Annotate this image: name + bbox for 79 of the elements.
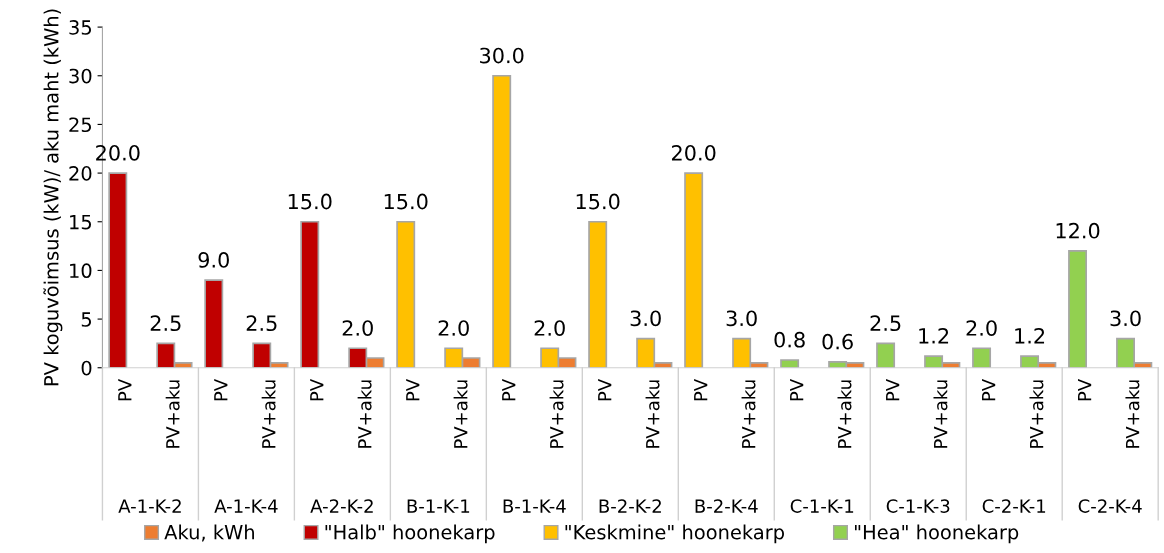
text: B-2-K-4 bbox=[695, 499, 758, 513]
legend-label: "Halb" hoonekarp bbox=[325, 524, 495, 544]
x-tick-label: PV+aku bbox=[645, 380, 660, 448]
x-tick-label: PV+aku bbox=[1029, 380, 1044, 448]
x-tick-label: PV bbox=[118, 379, 132, 401]
x-tick-label: PV bbox=[406, 379, 420, 401]
bar bbox=[972, 347, 992, 368]
text: C-2-K-1 bbox=[982, 499, 1046, 513]
x-tick-label: PV bbox=[694, 379, 708, 401]
data-label: 3.0 bbox=[726, 310, 757, 327]
bar bbox=[396, 220, 416, 368]
data-label: 2.5 bbox=[870, 315, 901, 332]
data-label: 3.0 bbox=[1110, 310, 1141, 327]
x-tick-label: PV+aku bbox=[453, 380, 468, 448]
x-tick-label: PV bbox=[982, 379, 996, 401]
y-tick-label: 10 bbox=[70, 263, 92, 279]
bar bbox=[876, 342, 896, 368]
legend-label: "Hea" hoonekarp bbox=[854, 524, 1019, 544]
y-tick-label: 20 bbox=[69, 166, 92, 181]
bar bbox=[204, 279, 224, 368]
text: A-1-K-2 bbox=[118, 499, 181, 513]
x-tick-label: PV bbox=[790, 379, 804, 401]
text: B-1-K-1 bbox=[407, 499, 470, 513]
y-tick-label: 25 bbox=[69, 117, 92, 133]
x-tick-label: PV bbox=[1078, 379, 1092, 401]
text: B-1-K-4 bbox=[503, 499, 566, 513]
data-label: 0.6 bbox=[822, 333, 853, 350]
x-tick-label: PV bbox=[598, 379, 612, 401]
bar bbox=[300, 220, 320, 368]
y-tick-label: 5 bbox=[81, 312, 92, 327]
x-tick-label: PV bbox=[886, 379, 900, 401]
y-tick-label: 0 bbox=[81, 360, 92, 376]
data-label: 9.0 bbox=[198, 252, 229, 268]
x-tick-label: PV bbox=[502, 379, 516, 401]
bar bbox=[588, 220, 608, 368]
text: C-1-K-3 bbox=[886, 499, 950, 513]
bar bbox=[684, 172, 704, 368]
legend-label: Aku, kWh bbox=[164, 524, 254, 542]
x-tick-label: PV+aku bbox=[837, 380, 852, 448]
bar bbox=[1068, 250, 1088, 368]
bar bbox=[492, 74, 512, 368]
data-label: 15.0 bbox=[288, 193, 332, 210]
x-tick-label: PV+aku bbox=[549, 380, 564, 448]
data-label: 20.0 bbox=[671, 144, 716, 161]
text: C-1-K-1 bbox=[790, 499, 854, 513]
data-label: 2.5 bbox=[246, 315, 277, 332]
text: C-2-K-4 bbox=[1078, 499, 1142, 513]
data-label: 0.8 bbox=[774, 331, 805, 348]
data-label: 12.0 bbox=[1056, 222, 1100, 239]
y-tick-label: 15 bbox=[70, 214, 92, 230]
bar bbox=[780, 359, 800, 368]
x-tick-label: PV bbox=[310, 379, 324, 401]
data-label: 2.0 bbox=[534, 320, 565, 336]
x-tick-label: PV+aku bbox=[261, 380, 276, 448]
data-label: 2.5 bbox=[150, 315, 181, 332]
data-label: 3.0 bbox=[630, 310, 661, 327]
text: A-2-K-2 bbox=[310, 499, 373, 513]
x-tick-label: PV+aku bbox=[357, 380, 372, 448]
y-axis-title: PV koguvõimsus (kW)/ aku maht (kWh) bbox=[43, 9, 63, 386]
text: B-2-K-2 bbox=[599, 499, 661, 513]
data-label: 1.2 bbox=[1015, 327, 1045, 344]
x-tick-label: PV bbox=[214, 379, 228, 401]
y-tick-label: 30 bbox=[69, 68, 92, 84]
data-label: 15.0 bbox=[384, 193, 428, 210]
data-label: 1.2 bbox=[919, 327, 949, 344]
x-tick-label: PV+aku bbox=[741, 380, 756, 448]
data-label: 15.0 bbox=[576, 193, 620, 210]
data-label: 2.0 bbox=[438, 320, 469, 336]
y-tick-label: 35 bbox=[69, 20, 92, 35]
x-tick-label: PV+aku bbox=[165, 380, 180, 448]
x-tick-label: PV+aku bbox=[1125, 380, 1140, 448]
bar bbox=[108, 172, 128, 368]
data-label: 20.0 bbox=[96, 144, 140, 161]
data-label: 2.0 bbox=[342, 320, 373, 336]
data-label: 2.0 bbox=[966, 320, 997, 336]
legend-label: "Keskmine" hoonekarp bbox=[565, 524, 784, 544]
data-label: 30.0 bbox=[480, 47, 524, 64]
x-tick-label: PV+aku bbox=[933, 380, 948, 448]
text: A-1-K-4 bbox=[214, 499, 278, 513]
